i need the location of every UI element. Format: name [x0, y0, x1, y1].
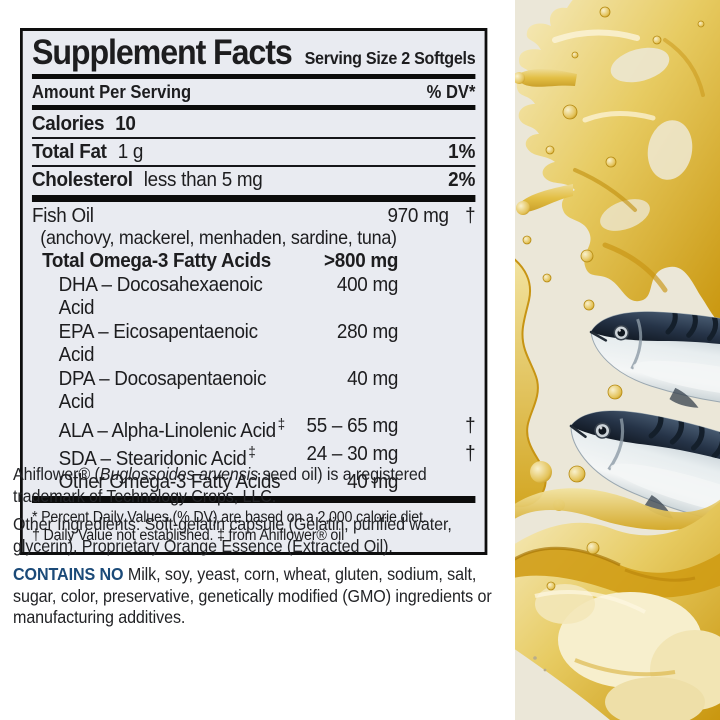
- table-row-fish-oil: Fish Oil 970 mg †: [31, 204, 476, 228]
- nutrient-amount: 24 – 30 mg: [306, 441, 399, 465]
- nutrient-name: Other Omega-3 Fatty Acids: [58, 470, 281, 494]
- table-row-sda: SDA – Stearidonic Acid ‡ 24 – 30 mg †: [32, 441, 476, 470]
- oil-splash-illustration: [515, 0, 720, 720]
- nutrient-amount: 1 g: [117, 140, 144, 163]
- table-row-cholesterol: Cholesterol less than 5 mg 2%: [32, 167, 475, 193]
- nutrient-amount: less than 5 mg: [143, 168, 263, 191]
- nutrient-name: DPA – Docosapentaenoic Acid: [58, 366, 267, 414]
- contains-no-statement: CONTAINS NO Milk, soy, yeast, corn, whea…: [13, 564, 492, 627]
- divider-thin: [31, 165, 476, 167]
- table-row-calories: Calories 10: [32, 111, 475, 137]
- nutrient-name: ALA – Alpha-Linolenic Acid: [58, 418, 276, 442]
- table-row-epa: EPA – Eicosapentaenoic Acid 280 mg: [32, 320, 475, 367]
- oil-droplets: [522, 6, 705, 591]
- supplement-facts-box: Supplement Facts Serving Size 2 Softgels…: [20, 28, 488, 555]
- nutrient-name: Total Fat: [31, 140, 107, 163]
- legal-text: Ahiflower® (Buglossoides arvensis seed o…: [13, 464, 498, 636]
- serving-size: Serving Size 2 Softgels: [304, 48, 476, 68]
- nutrient-name: SDA – Stearidonic Acid: [58, 446, 247, 470]
- oil-splash-photo: [515, 0, 720, 720]
- ahiflower-mark: ‡: [248, 444, 256, 461]
- daily-value-dagger: [398, 320, 475, 367]
- table-row-other-omega3: Other Omega-3 Fatty Acids 40 mg: [32, 470, 475, 494]
- daily-value-dagger: [398, 367, 475, 414]
- nutrient-name: Total Omega-3 Fatty Acids: [42, 249, 271, 272]
- nutrient-name: Calories: [31, 112, 105, 135]
- nutrient-amount: 280 mg: [336, 319, 399, 343]
- other-ingredients: Other Ingredients: Soft-gelatin capsule …: [13, 514, 452, 556]
- divider-thick: [31, 105, 476, 110]
- daily-value-dagger: †: [465, 204, 476, 227]
- table-row-dpa: DPA – Docosapentaenoic Acid 40 mg: [32, 367, 475, 414]
- table-row-dha: DHA – Docosahexaenoic Acid 400 mg: [32, 273, 475, 320]
- nutrient-amount: >800 mg: [324, 249, 399, 272]
- daily-value-dagger: [398, 273, 475, 320]
- nutrient-name: EPA – Eicosapentaenoic Acid: [58, 319, 258, 367]
- nutrient-dv: 2%: [448, 168, 476, 191]
- table-row-ala: ALA – Alpha-Linolenic Acid ‡ 55 – 65 mg †: [32, 413, 476, 442]
- nutrient-amount: 10: [115, 112, 136, 135]
- oil-pool-bottom: [515, 488, 720, 720]
- daily-value-dagger: †: [465, 413, 476, 437]
- nutrient-amount: 400 mg: [336, 272, 399, 296]
- daily-value-dagger: †: [465, 441, 476, 465]
- contains-no-label: CONTAINS NO: [13, 564, 124, 584]
- footnote-dagger: † Daily Value not established. ‡ from Ah…: [31, 527, 345, 545]
- divider-thick: [31, 74, 476, 79]
- footnotes: * Percent Daily Values (% DV) are based …: [32, 505, 475, 546]
- divider-thin: [31, 137, 476, 139]
- nutrient-name: Cholesterol: [31, 168, 133, 191]
- divider-thick: [31, 495, 476, 503]
- page-title: Supplement Facts: [31, 33, 293, 72]
- oil-splash-top: [515, 0, 720, 324]
- ahiflower-mark: ‡: [277, 416, 285, 433]
- footnote-dv: * Percent Daily Values (% DV) are based …: [31, 508, 427, 526]
- nutrient-amount: 40 mg: [347, 470, 399, 494]
- divider-thick: [31, 195, 476, 202]
- trademark-statement: Ahiflower® (Buglossoides arvensis seed o…: [13, 464, 427, 506]
- nutrient-amount: 40 mg: [347, 366, 399, 390]
- nutrient-name: DHA – Docosahexaenoic Acid: [58, 272, 263, 320]
- amount-per-serving-label: Amount Per Serving: [31, 82, 192, 102]
- title-row: Supplement Facts Serving Size 2 Softgels: [31, 33, 476, 73]
- percent-dv-label: % DV*: [426, 82, 476, 102]
- nutrient-amount: 55 – 65 mg: [306, 413, 399, 437]
- species-name: Buglossoides arvensis: [99, 464, 259, 484]
- column-header-row: Amount Per Serving % DV*: [32, 80, 475, 104]
- table-row-total-fat: Total Fat 1 g 1%: [32, 139, 475, 165]
- nutrient-dv: 1%: [448, 140, 476, 163]
- nutrient-name: Fish Oil: [31, 204, 94, 227]
- nutrient-amount: 970 mg: [387, 204, 449, 227]
- table-row-omega3-total: Total Omega-3 Fatty Acids >800 mg: [32, 249, 475, 273]
- fish-oil-sources: (anchovy, mackerel, menhaden, sardine, t…: [40, 226, 397, 249]
